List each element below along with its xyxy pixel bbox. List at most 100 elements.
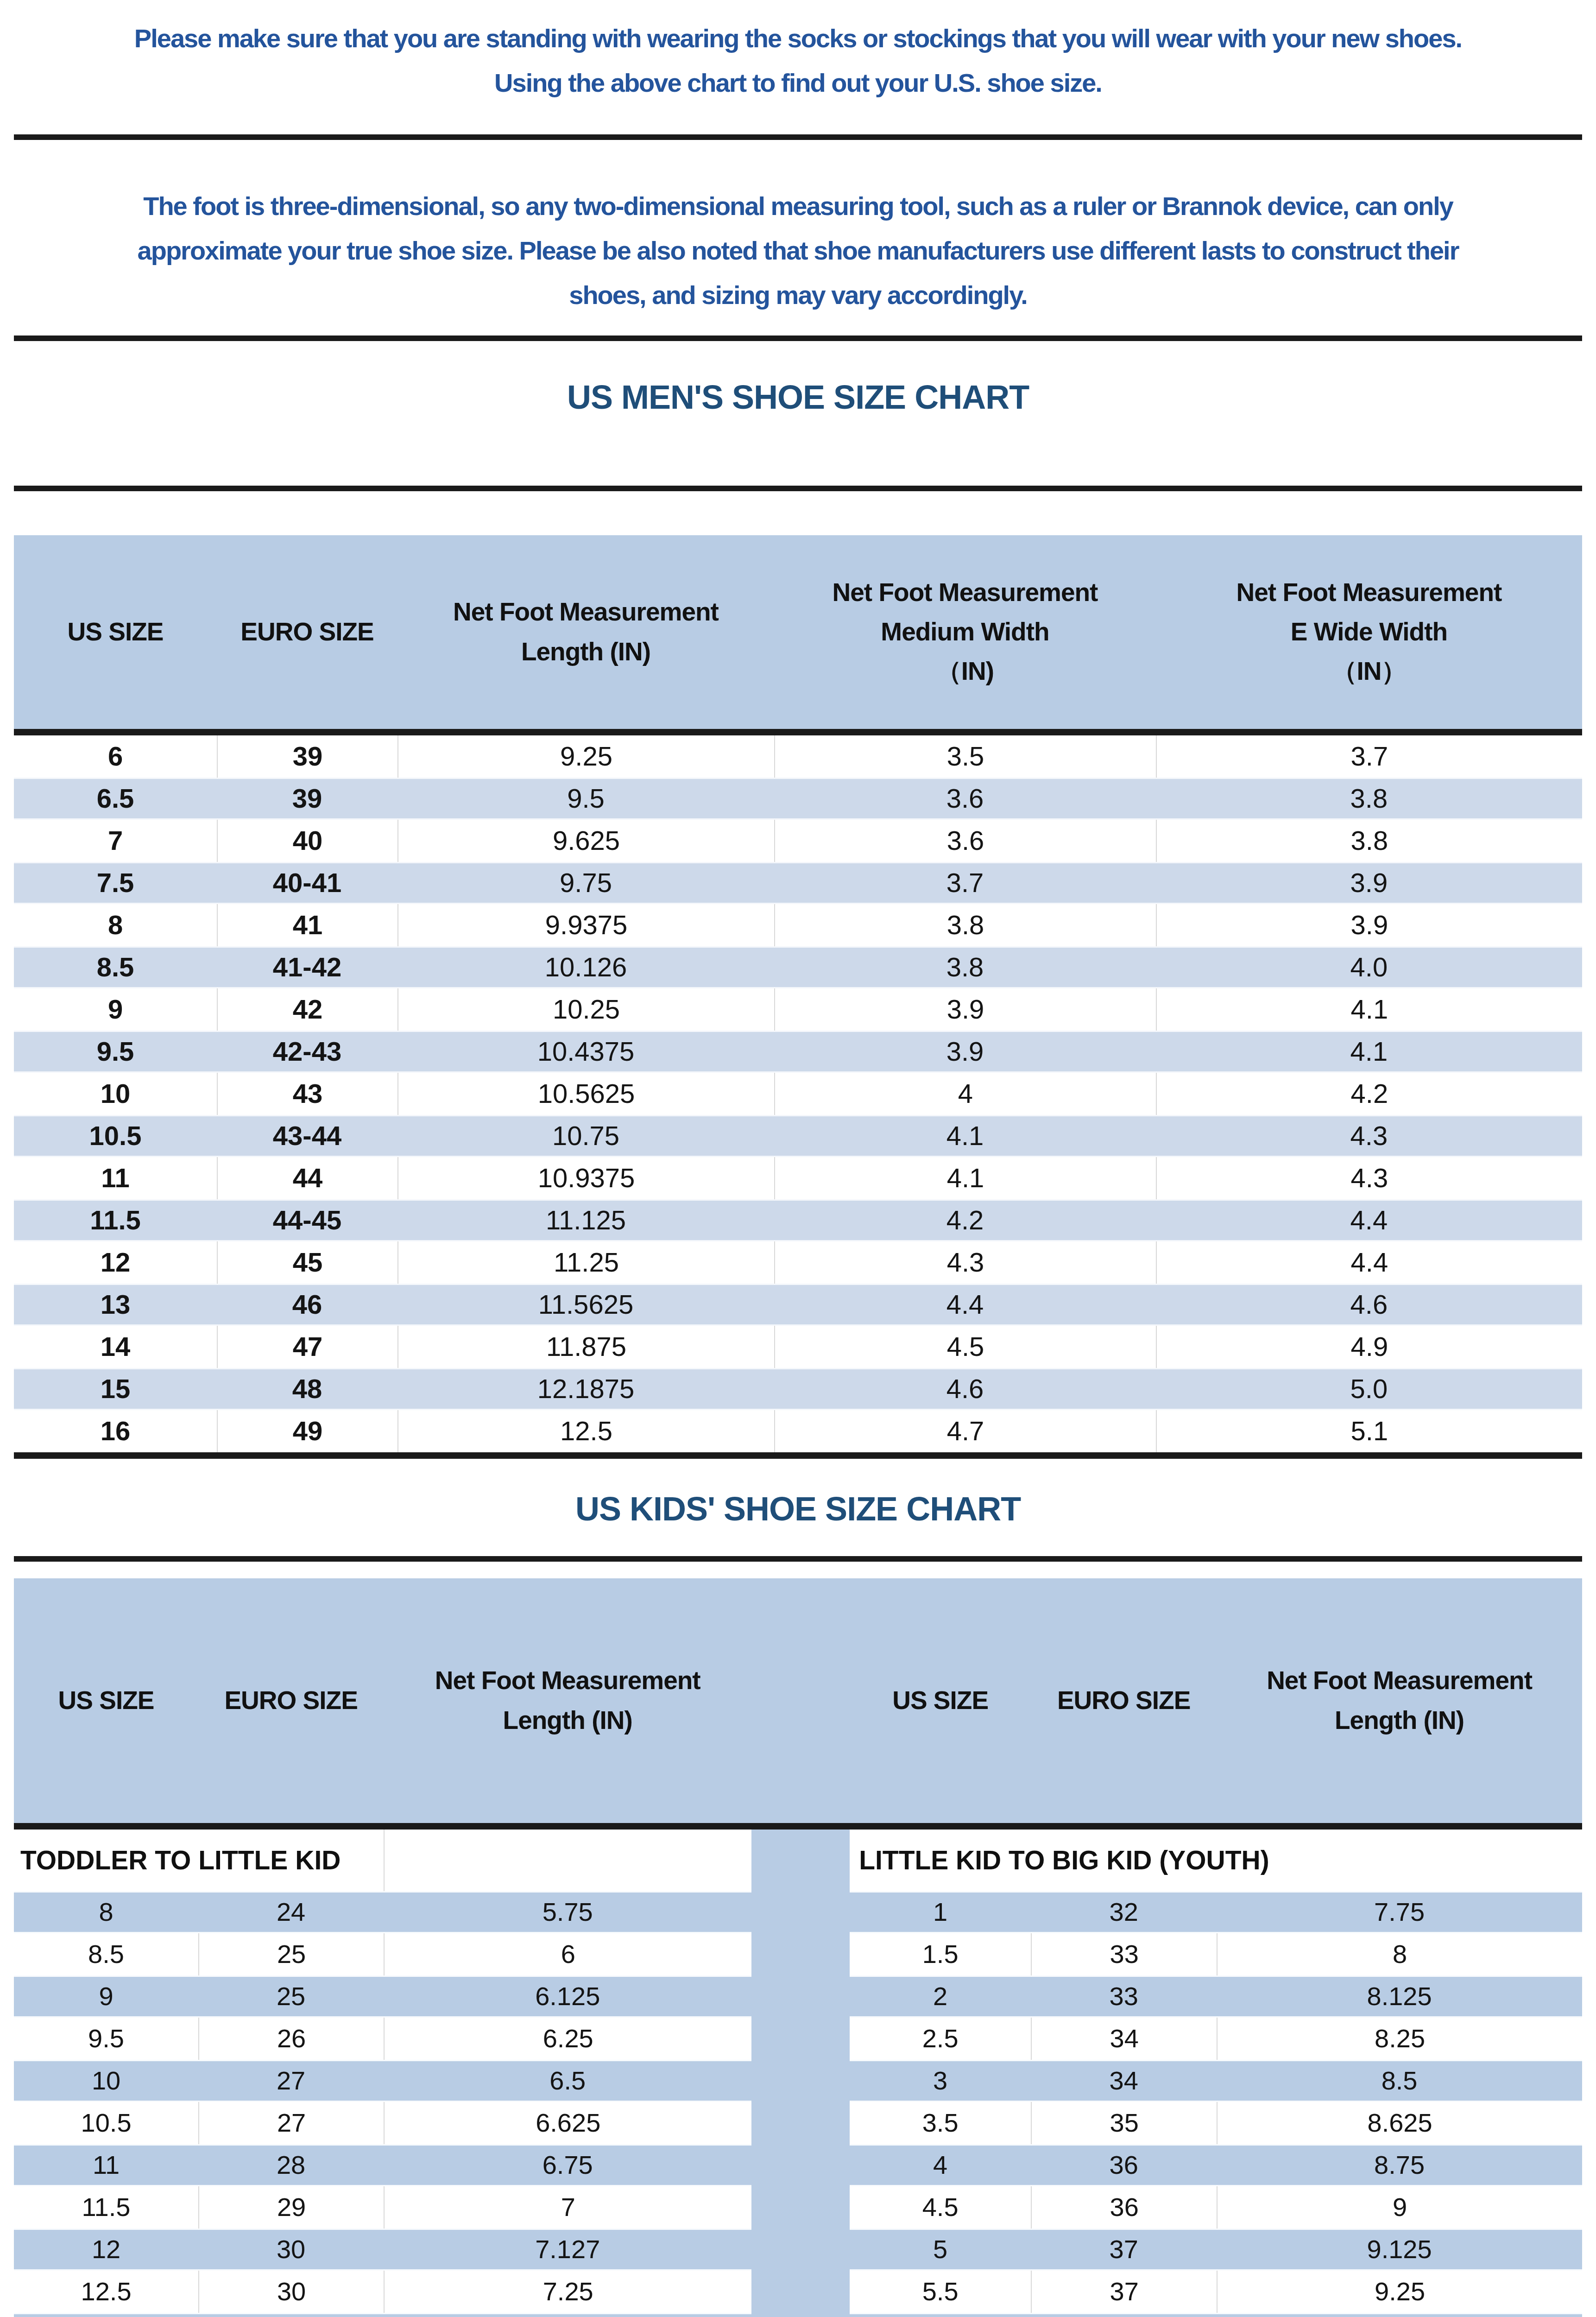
kids-cell: 25 [198, 1975, 384, 2018]
mens-cell: 10.25 [397, 988, 774, 1031]
kids-cell: 11 [14, 2144, 198, 2186]
mens-cell: 7.5 [14, 862, 217, 904]
mens-table-row: 6.5399.53.63.8 [14, 778, 1582, 820]
kids-cell: 12.5 [14, 2271, 198, 2313]
mens-cell: 4.6 [774, 1368, 1156, 1410]
mens-chart-title: US MEN'S SHOE SIZE CHART [14, 380, 1582, 414]
mens-table-row: 104310.562544.2 [14, 1073, 1582, 1115]
kids-cell: 34 [1031, 2018, 1217, 2060]
kids-cell: 31 [198, 2313, 384, 2317]
kids-cell: 5 [850, 2228, 1031, 2271]
mens-cell: 5.1 [1156, 1410, 1582, 1452]
kids-cell: 9.5 [1217, 2313, 1582, 2317]
mens-cell: 9.75 [397, 862, 774, 904]
mens-cell: 4.2 [774, 1199, 1156, 1241]
kids-cell: 5.5 [850, 2271, 1031, 2313]
kids-table-divider [751, 2228, 850, 2271]
kids-cell: 1.5 [850, 1933, 1031, 1975]
mens-cell: 3.5 [774, 735, 1156, 778]
mens-cell: 14 [14, 1326, 217, 1368]
kids-cell: 9.5 [14, 2018, 198, 2060]
kids-section-empty-cell [384, 1830, 751, 1891]
kids-cell: 26 [198, 2018, 384, 2060]
mens-cell: 4.9 [1156, 1326, 1582, 1368]
kids-cell: 3.5 [850, 2102, 1031, 2144]
mens-cell: 7 [14, 820, 217, 862]
mens-cell: 4.1 [1156, 988, 1582, 1031]
kids-table-row: 12307.1275379.125 [14, 2228, 1582, 2271]
mens-cell: 4.3 [1156, 1157, 1582, 1199]
kids-cell: 8.25 [1217, 2018, 1582, 2060]
mens-cell: 39 [217, 778, 397, 820]
divider-rule-1 [14, 134, 1582, 140]
kids-header-cell-5: Net Foot Measurement Length (IN) [1217, 1578, 1582, 1823]
mens-table-row: 6399.253.53.7 [14, 735, 1582, 778]
mens-cell: 8 [14, 904, 217, 946]
mens-cell: 47 [217, 1326, 397, 1368]
mens-cell: 4.7 [774, 1410, 1156, 1452]
mens-cell: 8.5 [14, 946, 217, 988]
kids-cell: 1 [850, 1891, 1031, 1933]
kids-cell: 7 [384, 2186, 751, 2228]
kids-table-row: 12.5307.255.5379.25 [14, 2271, 1582, 2313]
mens-cell: 3.6 [774, 778, 1156, 820]
youth-section-label: LITTLE KID TO BIG KID (YOUTH) [850, 1830, 1582, 1891]
kids-header-cell-2: Net Foot Measurement Length (IN) [384, 1578, 751, 1823]
kids-cell: 3 [850, 2060, 1031, 2102]
mens-cell: 43-44 [217, 1115, 397, 1157]
mens-cell: 4.3 [774, 1241, 1156, 1284]
kids-cell: 6.5 [384, 2060, 751, 2102]
kids-cell: 6.75 [384, 2144, 751, 2186]
kids-cell: 28 [198, 2144, 384, 2186]
mens-cell: 15 [14, 1368, 217, 1410]
mens-cell: 4.2 [1156, 1073, 1582, 1115]
mens-cell: 9.9375 [397, 904, 774, 946]
kids-cell: 27 [198, 2102, 384, 2144]
mens-cell: 10.4375 [397, 1031, 774, 1073]
mens-table-row: 164912.54.75.1 [14, 1410, 1582, 1452]
mens-header-cell-3: Net Foot Measurement Medium Width （IN) [774, 535, 1156, 729]
kids-table-divider [751, 2102, 850, 2144]
mens-cell: 41 [217, 904, 397, 946]
kids-section-row: TODDLER TO LITTLE KID LITTLE KID TO BIG … [14, 1830, 1582, 1891]
kids-cell: 38 [1031, 2313, 1217, 2317]
mens-table-row: 7.540-419.753.73.9 [14, 862, 1582, 904]
kids-cell: 8.75 [1217, 2144, 1582, 2186]
kids-table-row: 8.52561.5338 [14, 1933, 1582, 1975]
mens-cell: 3.7 [774, 862, 1156, 904]
mens-cell: 40-41 [217, 862, 397, 904]
kids-cell: 30 [198, 2271, 384, 2313]
mens-table-header: US SIZEEURO SIZENet Foot Measurement Len… [14, 535, 1582, 729]
mens-cell: 4.6 [1156, 1284, 1582, 1326]
kids-table-divider [751, 2060, 850, 2102]
kids-cell: 36 [1031, 2186, 1217, 2228]
mens-cell: 10.126 [397, 946, 774, 988]
kids-table-row: 9.5266.252.5348.25 [14, 2018, 1582, 2060]
kids-cell: 2 [850, 1975, 1031, 2018]
mens-cell: 10.75 [397, 1115, 774, 1157]
kids-cell: 6.125 [384, 1975, 751, 2018]
mens-cell: 44-45 [217, 1199, 397, 1241]
kids-cell: 9.125 [1217, 2228, 1582, 2271]
kids-cell: 4.5 [850, 2186, 1031, 2228]
kids-table-body: 8245.751327.758.52561.53389256.1252338.1… [14, 1891, 1582, 2317]
mens-cell: 3.9 [1156, 904, 1582, 946]
mens-cell: 3.7 [1156, 735, 1582, 778]
mens-cell: 9.25 [397, 735, 774, 778]
mens-cell: 10 [14, 1073, 217, 1115]
kids-cell: 10.5 [14, 2102, 198, 2144]
kids-table-row: 11286.754368.75 [14, 2144, 1582, 2186]
kids-cell: 5.75 [384, 1891, 751, 1933]
kids-table-divider [751, 1933, 850, 1975]
kids-cell: 7.5 [384, 2313, 751, 2317]
kids-cell: 8.5 [14, 1933, 198, 1975]
kids-header-cell-1: EURO SIZE [198, 1578, 384, 1823]
mens-cell: 4.0 [1156, 946, 1582, 988]
mens-cell: 3.8 [774, 946, 1156, 988]
mens-cell: 4.4 [774, 1284, 1156, 1326]
divider-rule-2 [14, 336, 1582, 341]
mens-table-row: 154812.18754.65.0 [14, 1368, 1582, 1410]
kids-table-divider [751, 2186, 850, 2228]
mens-header-cell-2: Net Foot Measurement Length (IN) [397, 535, 774, 729]
mens-table-row: 114410.93754.14.3 [14, 1157, 1582, 1199]
